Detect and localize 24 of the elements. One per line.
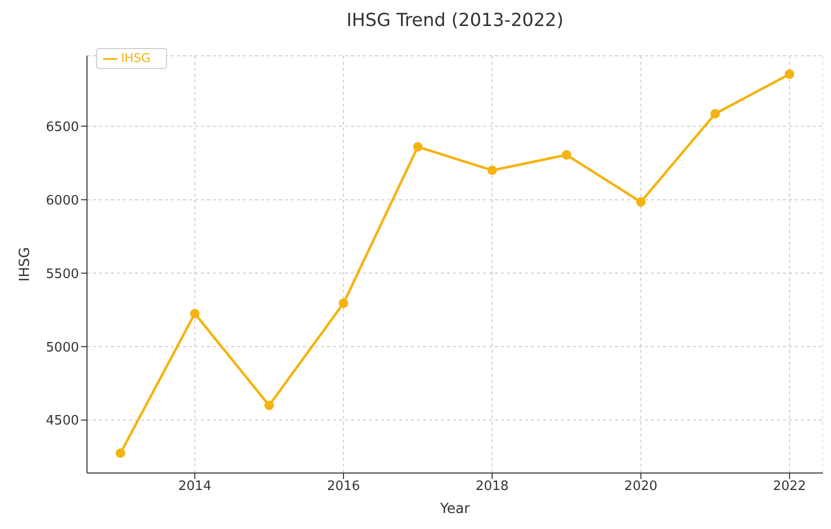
y-tick-label: 6500 — [46, 120, 79, 135]
y-tick-label: 6000 — [46, 193, 79, 208]
point — [636, 197, 646, 207]
point — [338, 298, 348, 308]
point — [413, 142, 423, 152]
point — [710, 109, 720, 119]
y-axis-title: IHSG — [16, 247, 33, 282]
x-tick-label: 2020 — [624, 479, 658, 494]
point — [190, 308, 200, 318]
point — [562, 150, 572, 160]
x-tick-label: 2016 — [326, 479, 360, 494]
point — [487, 166, 497, 176]
legend-label: IHSG — [121, 51, 150, 65]
x-tick-label: 2014 — [178, 479, 212, 494]
point — [784, 69, 794, 79]
y-tick-label: 4500 — [46, 414, 79, 429]
point — [264, 400, 274, 410]
y-tick-label: 5500 — [46, 266, 79, 282]
point — [116, 448, 126, 458]
chart-title: IHSG Trend (2013-2022) — [345, 10, 565, 31]
x-tick-label: 2018 — [476, 479, 509, 494]
x-tick-label: 2022 — [773, 479, 806, 494]
x-axis-title: Year — [439, 501, 470, 517]
y-tick-label: 5000 — [46, 340, 79, 356]
